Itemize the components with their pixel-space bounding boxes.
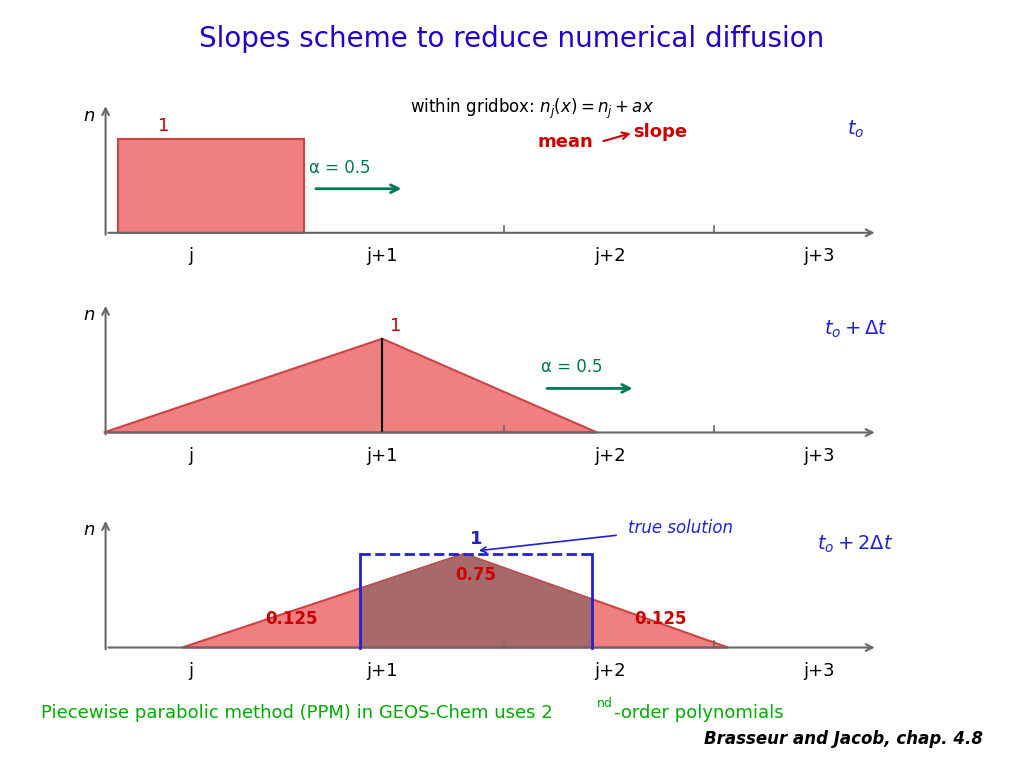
Text: nd: nd xyxy=(597,697,613,710)
Text: n: n xyxy=(83,521,94,539)
Text: α = 0.5: α = 0.5 xyxy=(541,358,602,376)
Text: 1: 1 xyxy=(470,530,482,548)
Text: j+1: j+1 xyxy=(367,661,398,680)
Text: 0.125: 0.125 xyxy=(265,611,317,628)
Text: Brasseur and Jacob, chap. 4.8: Brasseur and Jacob, chap. 4.8 xyxy=(705,730,983,748)
Text: $t_o + \Delta t$: $t_o + \Delta t$ xyxy=(823,319,888,340)
Text: 1: 1 xyxy=(158,118,170,135)
Text: j+2: j+2 xyxy=(594,247,626,265)
Text: j+1: j+1 xyxy=(367,247,398,265)
Polygon shape xyxy=(103,339,597,432)
Text: $t_o$: $t_o$ xyxy=(847,119,864,141)
Text: 0.125: 0.125 xyxy=(635,611,687,628)
Text: j+2: j+2 xyxy=(594,446,626,465)
Text: 0.75: 0.75 xyxy=(456,566,497,584)
Text: α = 0.5: α = 0.5 xyxy=(309,158,371,177)
Text: j: j xyxy=(188,446,194,465)
Text: j+2: j+2 xyxy=(594,661,626,680)
Text: within gridbox: $n_j(x) = n_j + ax$: within gridbox: $n_j(x) = n_j + ax$ xyxy=(410,97,653,121)
Text: j: j xyxy=(188,661,194,680)
Text: j+3: j+3 xyxy=(804,661,835,680)
Text: 1: 1 xyxy=(389,317,401,335)
Text: j: j xyxy=(188,247,194,265)
Text: slope: slope xyxy=(634,124,688,141)
Polygon shape xyxy=(182,554,728,647)
Text: -order polynomials: -order polynomials xyxy=(614,703,784,722)
Text: true solution: true solution xyxy=(628,518,733,537)
Text: mean: mean xyxy=(537,133,593,151)
Text: j+1: j+1 xyxy=(367,446,398,465)
Text: n: n xyxy=(83,107,94,124)
Text: $t_o + 2\Delta t$: $t_o + 2\Delta t$ xyxy=(817,534,894,555)
Text: j+3: j+3 xyxy=(804,446,835,465)
Text: Piecewise parabolic method (PPM) in GEOS-Chem uses 2: Piecewise parabolic method (PPM) in GEOS… xyxy=(41,703,553,722)
Text: Slopes scheme to reduce numerical diffusion: Slopes scheme to reduce numerical diffus… xyxy=(200,25,824,52)
Text: n: n xyxy=(83,306,94,324)
Text: j+3: j+3 xyxy=(804,247,835,265)
Polygon shape xyxy=(360,554,592,647)
Bar xyxy=(119,139,304,233)
